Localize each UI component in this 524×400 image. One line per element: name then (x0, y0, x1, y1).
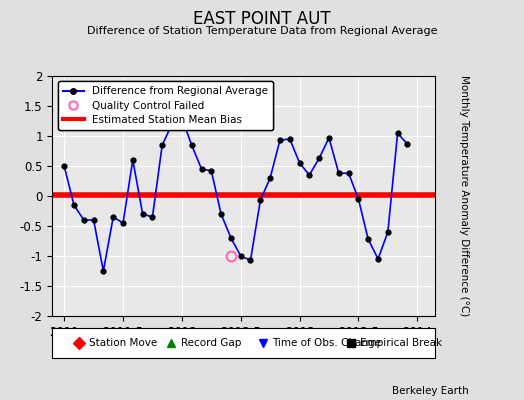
Text: Berkeley Earth: Berkeley Earth (392, 386, 469, 396)
Text: Record Gap: Record Gap (181, 338, 241, 348)
Text: Difference of Station Temperature Data from Regional Average: Difference of Station Temperature Data f… (87, 26, 437, 36)
Legend: Difference from Regional Average, Quality Control Failed, Estimated Station Mean: Difference from Regional Average, Qualit… (58, 81, 273, 130)
Text: Station Move: Station Move (89, 338, 157, 348)
Text: EAST POINT AUT: EAST POINT AUT (193, 10, 331, 28)
Text: Time of Obs. Change: Time of Obs. Change (272, 338, 381, 348)
Y-axis label: Monthly Temperature Anomaly Difference (°C): Monthly Temperature Anomaly Difference (… (458, 75, 468, 317)
Text: Empirical Break: Empirical Break (361, 338, 442, 348)
